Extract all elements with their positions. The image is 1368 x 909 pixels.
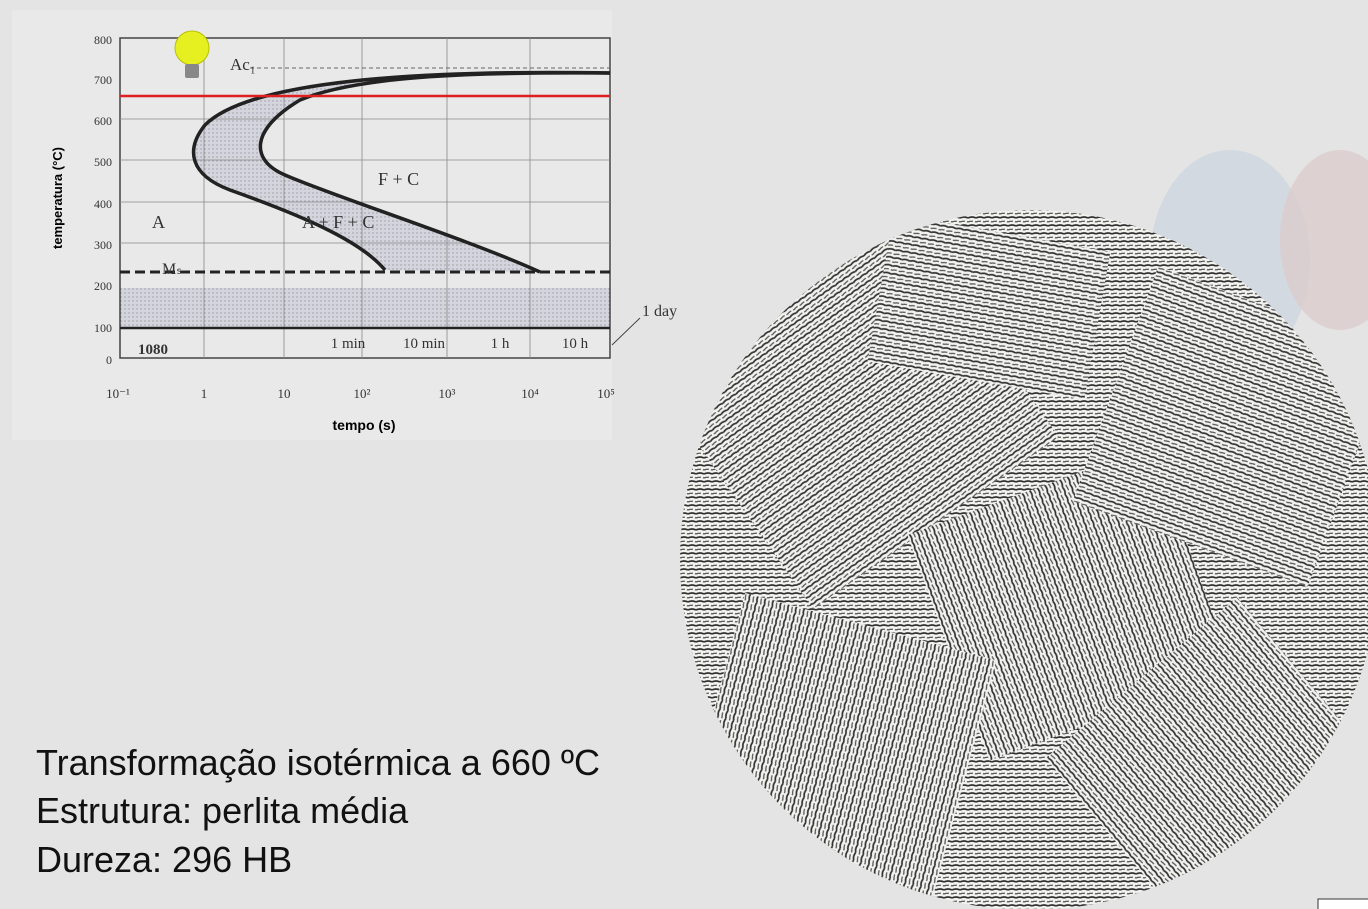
region-label: F + C [378,169,419,189]
region-label: A + F + C [302,212,374,232]
x-tick-label: 1 [201,386,208,401]
caption-line: Estrutura: perlita média [36,790,409,831]
region-label: A [152,212,165,232]
time-label: 1 day [642,303,677,320]
corner-box [1318,899,1368,909]
x-axis-label: tempo (s) [333,417,396,433]
time-label: 1 h [491,336,510,352]
x-tick-label: 10⁻¹ [106,386,130,401]
caption-line: Transformação isotérmica a 660 ºC [36,742,600,783]
caption-line: Dureza: 296 HB [36,839,292,880]
region-label: Ac₁ [230,55,256,74]
x-tick-label: 10⁴ [521,386,539,401]
y-tick-label: 400 [94,197,112,211]
steel-label: 1080 [138,342,168,358]
x-tick-label: 10⁵ [597,386,615,401]
time-label: 10 min [403,336,446,352]
day-pointer [612,318,640,345]
region-label: Mₛ [162,261,182,278]
y-axis-label: temperatura (°C) [50,147,65,249]
y-tick-label: 100 [94,321,112,335]
y-tick-label: 500 [94,155,112,169]
y-tick-label: 200 [94,279,112,293]
x-tick-label: 10² [354,386,371,401]
time-label: 10 h [562,336,589,352]
y-tick-label: 300 [94,238,112,252]
y-tick-label: 600 [94,114,112,128]
slide: 800 700 600 500 400 300 200 100 0 10⁻¹ 1 10 10² 10³ 1… [0,0,1368,909]
martensite-region [120,288,610,328]
x-tick-label: 10 [278,386,291,401]
y-tick-label: 700 [94,73,112,87]
y-tick-label: 0 [106,353,112,367]
y-tick-label: 800 [94,33,112,47]
slide-canvas: 800 700 600 500 400 300 200 100 0 10⁻¹ 1 10 10² 10³ 1… [0,0,1368,909]
x-tick-label: 10³ [439,386,456,401]
time-label: 1 min [331,336,366,352]
micrograph [641,191,1368,909]
